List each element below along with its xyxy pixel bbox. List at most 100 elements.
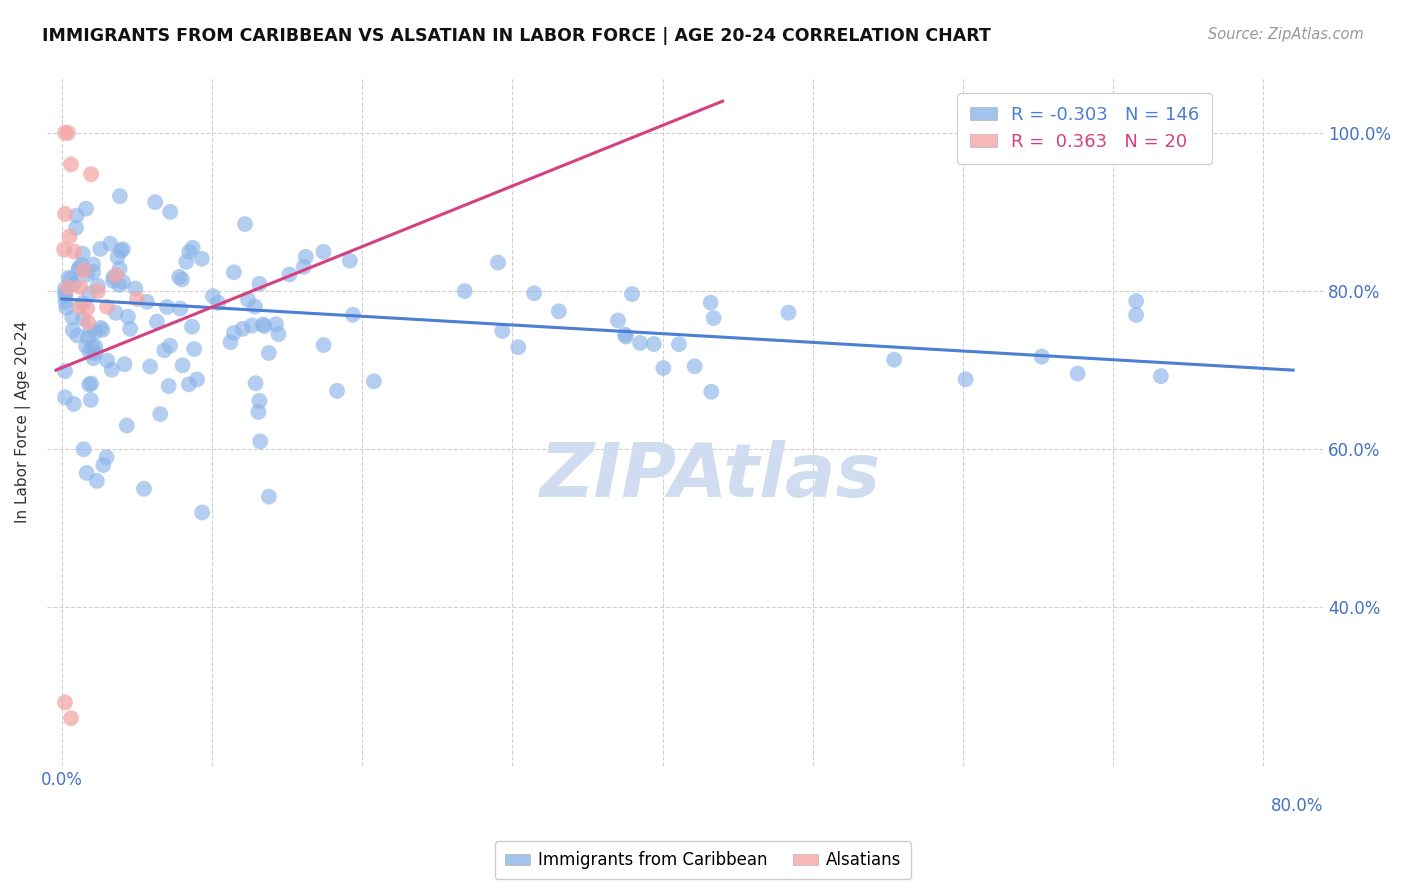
Point <box>201 289 224 303</box>
Point <box>63 244 86 259</box>
Point <box>257 346 280 360</box>
Point <box>53 289 76 303</box>
Point <box>342 308 364 322</box>
Point <box>83 351 105 366</box>
Point <box>1125 294 1147 309</box>
Point <box>683 359 706 374</box>
Point <box>240 318 263 333</box>
Point <box>177 377 200 392</box>
Point <box>82 265 104 279</box>
Point <box>80 392 103 407</box>
Point <box>53 126 76 140</box>
Point <box>124 281 146 295</box>
Point <box>80 376 103 391</box>
Point <box>621 287 644 301</box>
Point <box>186 372 208 386</box>
Point <box>53 207 76 221</box>
Point <box>267 326 290 341</box>
Point <box>53 286 76 301</box>
Point <box>108 278 131 293</box>
Point <box>84 340 107 354</box>
Point <box>55 301 77 315</box>
Point <box>91 323 114 337</box>
Point <box>72 246 94 260</box>
Point <box>91 458 114 472</box>
Point <box>108 261 131 276</box>
Point <box>89 242 111 256</box>
Point <box>614 327 637 342</box>
Point <box>1125 308 1147 322</box>
Point <box>103 274 125 288</box>
Point <box>243 300 266 314</box>
Point <box>326 384 349 398</box>
Point <box>72 442 94 457</box>
Point <box>233 217 256 231</box>
Point <box>55 295 77 310</box>
Point <box>312 338 335 352</box>
Point <box>53 695 76 709</box>
Point <box>547 304 569 318</box>
Point <box>96 353 118 368</box>
Point <box>703 311 725 326</box>
Point <box>67 260 90 275</box>
Text: IMMIGRANTS FROM CARIBBEAN VS ALSATIAN IN LABOR FORCE | AGE 20-24 CORRELATION CHA: IMMIGRANTS FROM CARIBBEAN VS ALSATIAN IN… <box>42 27 991 45</box>
Legend: R = -0.303   N = 146, R =  0.363   N = 20: R = -0.303 N = 146, R = 0.363 N = 20 <box>957 94 1212 163</box>
Point <box>170 272 193 286</box>
Point <box>82 340 104 354</box>
Point <box>82 258 104 272</box>
Point <box>84 346 107 360</box>
Point <box>86 474 108 488</box>
Point <box>75 339 97 353</box>
Point <box>219 335 242 350</box>
Point <box>72 296 94 310</box>
Point <box>66 328 89 343</box>
Point <box>339 253 361 268</box>
Text: Source: ZipAtlas.com: Source: ZipAtlas.com <box>1208 27 1364 42</box>
Point <box>77 286 100 301</box>
Point <box>222 265 245 279</box>
Point <box>183 342 205 356</box>
Point <box>257 490 280 504</box>
Point <box>110 244 132 258</box>
Point <box>955 372 977 386</box>
Point <box>59 157 82 171</box>
Point <box>76 466 98 480</box>
Point <box>292 260 315 274</box>
Point <box>117 310 139 324</box>
Point <box>77 377 100 392</box>
Point <box>104 306 127 320</box>
Point <box>120 322 142 336</box>
Point <box>103 270 125 285</box>
Point <box>115 418 138 433</box>
Point <box>69 300 91 314</box>
Point <box>96 300 118 314</box>
Point <box>98 236 121 251</box>
Point <box>114 357 136 371</box>
Point <box>363 374 385 388</box>
Point <box>236 293 259 307</box>
Point <box>486 255 509 269</box>
Point <box>53 243 76 257</box>
Point <box>67 262 90 277</box>
Point <box>264 317 287 331</box>
Point <box>62 397 84 411</box>
Point <box>53 390 76 404</box>
Point <box>96 450 118 464</box>
Point <box>72 311 94 326</box>
Point <box>491 324 513 338</box>
Point <box>139 359 162 374</box>
Point <box>668 337 690 351</box>
Point <box>60 310 83 325</box>
Point <box>169 301 191 316</box>
Point <box>77 331 100 345</box>
Point <box>107 250 129 264</box>
Point <box>174 255 197 269</box>
Point <box>149 407 172 421</box>
Point <box>312 244 335 259</box>
Point <box>614 329 637 343</box>
Point <box>79 324 101 338</box>
Point <box>59 711 82 725</box>
Y-axis label: In Labor Force | Age 20-24: In Labor Force | Age 20-24 <box>15 320 31 523</box>
Point <box>222 326 245 340</box>
Point <box>90 321 112 335</box>
